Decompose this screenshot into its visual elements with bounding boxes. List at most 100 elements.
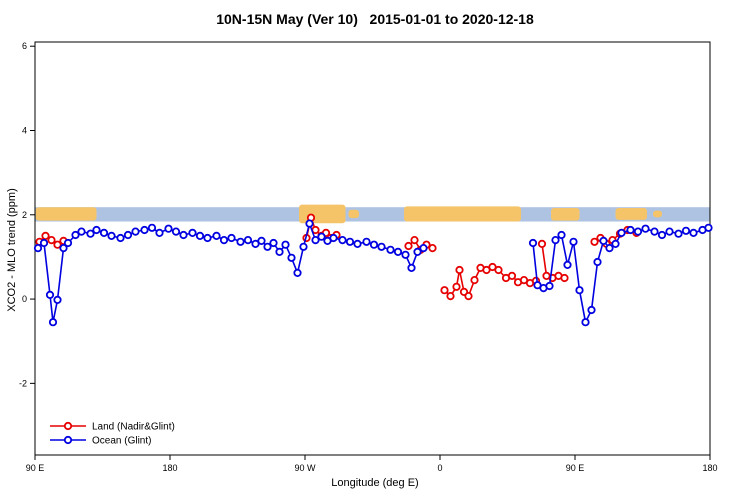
land-patch bbox=[551, 208, 580, 221]
y-tick-label: 6 bbox=[22, 41, 27, 51]
data-point bbox=[147, 223, 157, 232]
data-point bbox=[401, 250, 410, 259]
x-tick-label: 0 bbox=[437, 463, 442, 473]
data-point bbox=[569, 237, 578, 246]
data-point bbox=[179, 230, 188, 240]
data-point bbox=[605, 244, 614, 253]
data-point bbox=[171, 227, 181, 236]
y-tick-label: 4 bbox=[22, 126, 27, 136]
land-patch bbox=[615, 208, 647, 220]
data-point bbox=[39, 238, 49, 248]
data-point bbox=[164, 224, 173, 233]
data-point bbox=[71, 230, 80, 240]
data-point bbox=[599, 236, 608, 245]
data-point bbox=[338, 236, 347, 245]
land-patch bbox=[299, 204, 346, 224]
data-point bbox=[251, 239, 260, 248]
data-point bbox=[92, 225, 101, 235]
data-point bbox=[47, 236, 56, 245]
data-point bbox=[293, 268, 302, 277]
data-point bbox=[48, 318, 58, 327]
data-point bbox=[63, 238, 73, 248]
data-point bbox=[581, 318, 590, 327]
data-point bbox=[537, 239, 547, 248]
data-point bbox=[674, 229, 683, 238]
data-point bbox=[528, 238, 538, 248]
x-tick-label: 180 bbox=[702, 463, 717, 473]
data-point bbox=[446, 291, 455, 301]
data-point bbox=[203, 233, 212, 243]
data-point bbox=[482, 265, 491, 275]
data-point bbox=[557, 230, 566, 240]
data-point bbox=[650, 227, 659, 236]
data-point bbox=[227, 233, 236, 243]
data-point bbox=[377, 242, 386, 251]
data-point bbox=[545, 281, 554, 291]
reference-band bbox=[35, 207, 710, 222]
x-tick-label: 90 W bbox=[294, 463, 316, 473]
data-point bbox=[353, 239, 362, 248]
data-point bbox=[131, 227, 140, 236]
data-point bbox=[617, 228, 626, 237]
y-tick-label: 2 bbox=[22, 210, 27, 220]
data-point bbox=[563, 260, 572, 269]
legend-label: Land (Nadir&Glint) bbox=[92, 422, 175, 433]
data-point bbox=[53, 240, 62, 249]
data-point bbox=[590, 237, 599, 246]
data-point bbox=[269, 238, 278, 248]
data-point bbox=[494, 265, 503, 275]
data-point bbox=[195, 231, 205, 240]
data-point bbox=[123, 230, 133, 240]
data-point bbox=[519, 275, 529, 285]
data-point bbox=[329, 233, 338, 243]
data-point bbox=[362, 237, 371, 246]
data-point bbox=[140, 225, 149, 235]
data-point bbox=[219, 236, 229, 245]
data-point bbox=[33, 244, 43, 253]
data-point bbox=[575, 286, 584, 295]
legend-label: Ocean (Glint) bbox=[92, 436, 151, 447]
data-point bbox=[281, 240, 290, 249]
data-point bbox=[236, 237, 245, 246]
x-tick-label: 180 bbox=[162, 463, 177, 473]
data-point bbox=[243, 236, 253, 245]
data-point bbox=[45, 290, 55, 299]
data-point bbox=[107, 231, 116, 240]
y-tick-label: 0 bbox=[22, 294, 27, 304]
data-point bbox=[470, 275, 479, 285]
data-point bbox=[665, 227, 674, 236]
data-point bbox=[681, 226, 691, 235]
data-point bbox=[641, 224, 650, 233]
data-point bbox=[99, 228, 109, 237]
data-point bbox=[611, 239, 620, 248]
legend: Land (Nadir&Glint) Ocean (Glint) bbox=[50, 422, 175, 447]
data-point bbox=[657, 230, 667, 240]
y-tick-label: -2 bbox=[19, 378, 27, 388]
data-point bbox=[413, 247, 422, 256]
data-point bbox=[393, 247, 403, 256]
data-point bbox=[116, 233, 125, 243]
data-point bbox=[455, 265, 464, 275]
data-point bbox=[311, 236, 320, 245]
x-tick-label: 90 E bbox=[26, 463, 45, 473]
data-point bbox=[305, 219, 314, 228]
data-point bbox=[41, 231, 50, 240]
data-point bbox=[407, 263, 416, 272]
data-point bbox=[507, 271, 517, 280]
data-point bbox=[689, 228, 698, 237]
data-point bbox=[299, 242, 308, 251]
data-point bbox=[317, 232, 326, 241]
data-point bbox=[633, 227, 643, 236]
data-point bbox=[452, 282, 461, 291]
data-point bbox=[560, 273, 569, 283]
data-point bbox=[188, 228, 197, 237]
data-point bbox=[464, 291, 473, 301]
x-axis-label: Longitude (deg E) bbox=[331, 477, 419, 489]
data-point bbox=[345, 237, 355, 246]
data-point bbox=[704, 223, 713, 232]
data-point bbox=[419, 244, 428, 253]
land-patch bbox=[348, 209, 359, 219]
land-patch bbox=[404, 206, 521, 222]
data-point bbox=[59, 244, 68, 253]
